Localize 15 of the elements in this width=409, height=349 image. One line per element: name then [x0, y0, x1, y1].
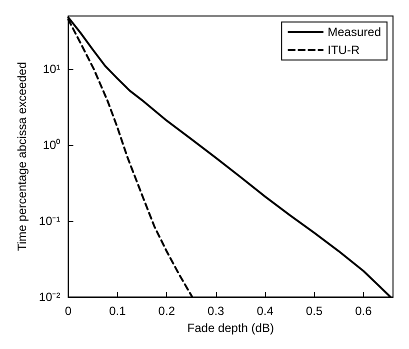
x-tick-label: 0.2: [158, 304, 176, 318]
y-tick-label: 10¹: [42, 62, 60, 76]
x-tick-label: 0.1: [109, 304, 126, 318]
y-tick-label: 10⁻¹: [38, 214, 60, 228]
legend-label: Measured: [328, 25, 382, 39]
y-tick-label: 10⁰: [42, 138, 60, 152]
x-tick-label: 0.4: [256, 304, 274, 318]
y-tick-label: 10⁻²: [38, 290, 60, 304]
x-tick-label: 0.3: [208, 304, 225, 318]
y-axis-title: Time percentage abcissa exceeded: [15, 62, 29, 251]
x-tick-label: 0.5: [306, 304, 323, 318]
legend-label: ITU-R: [328, 43, 360, 57]
x-tick-label: 0: [64, 304, 72, 318]
x-tick-label: 0.6: [355, 304, 372, 318]
x-axis-title: Fade depth (dB): [187, 320, 274, 335]
